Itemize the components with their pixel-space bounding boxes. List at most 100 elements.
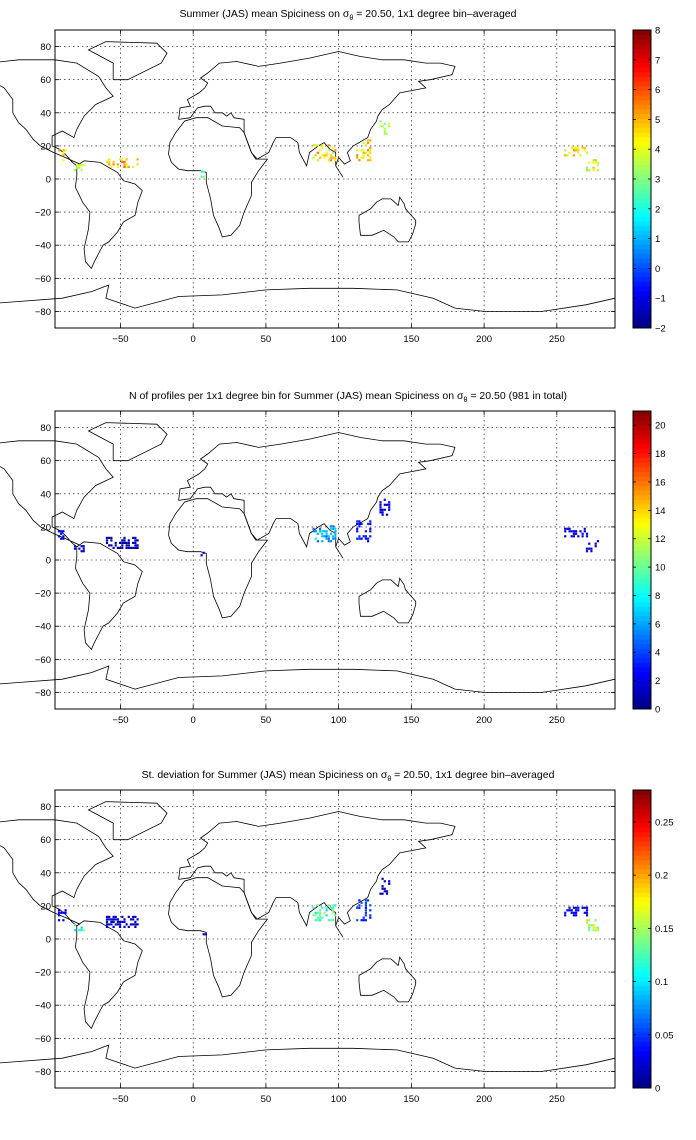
data-bin [123, 163, 126, 166]
data-bin [356, 154, 359, 157]
data-bin [364, 530, 367, 533]
data-bin [334, 159, 337, 162]
data-bin [572, 914, 575, 917]
data-bin [369, 914, 372, 917]
coastline [0, 665, 616, 693]
data-bin [121, 539, 124, 542]
colorbar-segment [633, 985, 651, 991]
coastline [74, 920, 143, 1030]
x-tick-label: 50 [261, 334, 272, 345]
colorbar-segment [633, 1013, 651, 1019]
colorbar-segment [633, 653, 651, 659]
data-bin [119, 925, 122, 928]
x-tick-label: −50 [112, 1094, 128, 1105]
data-bin [594, 926, 597, 929]
colorbar-segment [633, 234, 651, 240]
data-bin [108, 918, 111, 921]
colorbar-segment [633, 869, 651, 875]
data-bin [108, 160, 111, 163]
data-bin [358, 904, 361, 907]
data-bin [332, 527, 335, 530]
data-bin [314, 537, 317, 540]
colorbar-tick-label: 8 [655, 591, 660, 602]
colorbar-segment [633, 994, 651, 1000]
data-bin [325, 537, 328, 540]
data-bin [134, 541, 137, 544]
data-bin [73, 545, 77, 548]
data-bin [577, 146, 580, 149]
colorbar-segment [633, 420, 651, 426]
data-bin [62, 151, 65, 154]
data-bin [585, 914, 589, 917]
y-tick-label: 60 [40, 835, 51, 846]
data-bin [136, 158, 139, 161]
colorbar-segment [633, 864, 651, 870]
data-bin [80, 926, 83, 929]
data-bin [325, 909, 328, 912]
data-bin [319, 909, 322, 912]
y-tick-label: −60 [35, 1034, 51, 1045]
data-bin [119, 541, 122, 544]
data-bin [108, 536, 111, 539]
data-bin [112, 920, 115, 923]
data-bin [57, 909, 61, 912]
colorbar-segment [633, 536, 651, 542]
colorbar-segment [633, 550, 651, 556]
data-bin [57, 911, 61, 914]
data-bin [134, 923, 137, 926]
colorbar-segment [633, 1027, 651, 1033]
colorbar-segment [633, 183, 651, 189]
data-bin [360, 156, 363, 159]
data-bin [334, 904, 337, 907]
colorbar-segment [633, 695, 651, 701]
colorbar-segment [633, 286, 651, 292]
data-bin [388, 508, 391, 511]
y-tick-label: 0 [46, 175, 51, 186]
data-bin [105, 536, 109, 539]
data-bin [132, 923, 135, 926]
colorbar-segment [633, 1050, 651, 1056]
data-bin [319, 911, 322, 914]
data-bin [329, 532, 333, 535]
data-bin [112, 546, 115, 549]
data-bin [134, 544, 137, 547]
y-tick-label: 0 [46, 556, 51, 567]
y-tick-label: −20 [35, 968, 51, 979]
data-bin [323, 154, 326, 157]
colorbar-frame [632, 410, 652, 710]
colorbar-segment [633, 976, 651, 982]
data-bin [575, 149, 578, 152]
colorbar-segment [633, 127, 651, 133]
colorbar-segment [633, 822, 651, 828]
data-bin [388, 880, 391, 883]
data-bin [588, 161, 591, 164]
data-bin [369, 522, 372, 525]
data-bin [327, 919, 330, 922]
data-bin [112, 915, 115, 918]
colorbar-segment [633, 592, 651, 598]
colorbar-segment [633, 99, 651, 105]
data-bin [134, 915, 137, 918]
data-bin [332, 151, 335, 154]
colorbar-segment [633, 1083, 651, 1089]
colorbar-segment [633, 803, 651, 810]
data-bin [564, 911, 567, 914]
colorbar-segment [633, 39, 651, 45]
data-bin [585, 550, 589, 553]
colorbar-segment [633, 448, 651, 454]
data-bin [383, 508, 386, 511]
colorbar-segment [633, 48, 651, 54]
data-bin [334, 149, 337, 152]
data-bin [369, 530, 372, 533]
data-bin [60, 530, 63, 533]
data-bin [114, 923, 117, 926]
data-bin [80, 545, 83, 548]
data-bin [321, 154, 324, 157]
x-tick-label: −50 [112, 715, 128, 726]
colorbar-tick-label: 0.1 [655, 977, 668, 988]
data-bin [381, 892, 384, 895]
data-bin [112, 163, 115, 166]
data-bin [360, 901, 363, 904]
data-bin [388, 122, 391, 125]
